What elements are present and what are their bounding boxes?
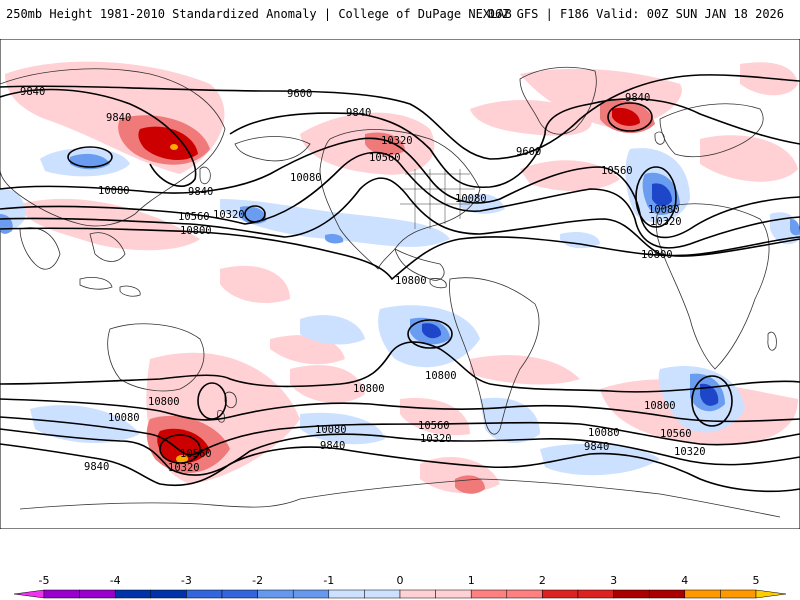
contour-label: 10320: [674, 446, 706, 458]
contour-label: 10560: [601, 165, 633, 177]
colorbar-tick-label: 5: [753, 574, 760, 587]
colorbar-swatch: [13, 589, 45, 599]
contour-label: 10080: [455, 193, 487, 205]
colorbar-tick-label: 0: [397, 574, 404, 587]
colorbar-tick-label: -2: [252, 574, 263, 587]
contour-10560-north: [0, 177, 800, 257]
contour-label: 10320: [213, 209, 245, 221]
contour-label: 9840: [84, 461, 109, 473]
contour-label: 10560: [180, 448, 212, 460]
contour-label: 9840: [188, 186, 213, 198]
contour-label: 9600: [516, 146, 541, 158]
colorbar-tick-label: -4: [110, 574, 121, 587]
contour-label: 9840: [20, 86, 45, 98]
colorbar-tick-label: 2: [539, 574, 546, 587]
colorbar-swatch: [435, 589, 472, 599]
colorbar-tick-label: 1: [468, 574, 475, 587]
contour-label: 10800: [180, 225, 212, 237]
colorbar-swatch: [79, 589, 116, 599]
contour-label: 10080: [648, 204, 680, 216]
contour-label: 10800: [148, 396, 180, 408]
coastlines: [0, 66, 781, 518]
colorbar-tick-label: 4: [681, 574, 688, 587]
colorbar-tick-label: -3: [181, 574, 192, 587]
colorbar-swatch: [114, 589, 152, 599]
contour-label: 10560: [660, 428, 692, 440]
contour-label: 10800: [395, 275, 427, 287]
colorbar-swatch: [364, 589, 401, 599]
colorbar-swatch: [577, 589, 614, 599]
anomaly-map[interactable]: 9840 9840 9600 9840 10320 10560 9600 984…: [0, 39, 800, 529]
contour-label: 10800: [644, 400, 676, 412]
positive-anomaly-max: [170, 144, 188, 463]
contour-label: 10800: [641, 249, 673, 261]
contour-label: 10080: [108, 412, 140, 424]
colorbar-swatch: [292, 589, 330, 599]
height-contours: [0, 74, 800, 493]
positive-anomaly-areas: [5, 61, 798, 494]
colorbar-tick-label: -1: [323, 574, 334, 587]
colorbar-swatch: [399, 589, 436, 599]
colorbar-swatch: [470, 589, 508, 599]
contour-labels: 9840 9840 9600 9840 10320 10560 9600 984…: [20, 86, 706, 474]
contour-9840-south: [0, 443, 800, 493]
colorbar: -5 -4 -3 -2 -1 0 1 2 3 4 5: [13, 574, 787, 599]
colorbar-tick-label: 3: [610, 574, 617, 587]
contour-label: 10560: [418, 420, 450, 432]
contour-10560-south: [0, 398, 800, 423]
colorbar-swatch: [150, 589, 187, 599]
contour-label: 10560: [178, 211, 210, 223]
colorbar-swatch: [328, 589, 365, 599]
contour-label: 10320: [381, 135, 413, 147]
contour-label: 9840: [320, 440, 345, 452]
colorbar-swatch: [684, 589, 721, 599]
contour-label: 9600: [287, 88, 312, 100]
contour-label: 10800: [425, 370, 457, 382]
contour-10080-south: [0, 428, 800, 476]
colorbar-swatch: [648, 589, 686, 599]
colorbar-swatches: [13, 589, 787, 599]
colorbar-swatch: [257, 589, 294, 599]
contour-label: 10320: [168, 462, 200, 474]
colorbar-tick-label: -5: [39, 574, 50, 587]
contour-label: 10320: [420, 433, 452, 445]
contour-9840-north: [0, 88, 800, 189]
colorbar-tick-labels: -5 -4 -3 -2 -1 0 1 2 3 4 5: [39, 574, 760, 587]
colorbar-swatch: [506, 589, 543, 599]
contour-label: 9840: [625, 92, 650, 104]
contour-label: 10080: [588, 427, 620, 439]
colorbar-swatch: [221, 589, 258, 599]
contour-label: 10080: [290, 172, 322, 184]
negative-anomaly-strong: [422, 183, 719, 406]
contour-label: 10800: [353, 383, 385, 395]
contour-10800-south: [0, 341, 800, 393]
contour-label: 9840: [584, 441, 609, 453]
model-run-info: 06Z GFS | F186 Valid: 00Z SUN JAN 18 202…: [487, 7, 784, 21]
contour-label: 9840: [106, 112, 131, 124]
contour-9600: [0, 74, 800, 160]
colorbar-swatch: [755, 589, 787, 599]
map-title: 250mb Height 1981-2010 Standardized Anom…: [6, 7, 512, 21]
contour-10320-north: [0, 151, 800, 249]
colorbar-swatch: [542, 589, 579, 599]
contour-label: 10560: [369, 152, 401, 164]
contour-label: 9840: [346, 107, 371, 119]
contour-label: 10080: [98, 185, 130, 197]
colorbar-swatch: [613, 589, 650, 599]
colorbar-swatch: [720, 589, 757, 599]
contour-label: 10320: [650, 216, 682, 228]
contour-label: 10080: [315, 424, 347, 436]
contour-10800-north: [0, 227, 800, 281]
colorbar-swatch: [43, 589, 80, 599]
colorbar-swatch: [186, 589, 223, 599]
contour-10080-north: [0, 137, 800, 239]
contour-10320-south: [0, 416, 800, 456]
